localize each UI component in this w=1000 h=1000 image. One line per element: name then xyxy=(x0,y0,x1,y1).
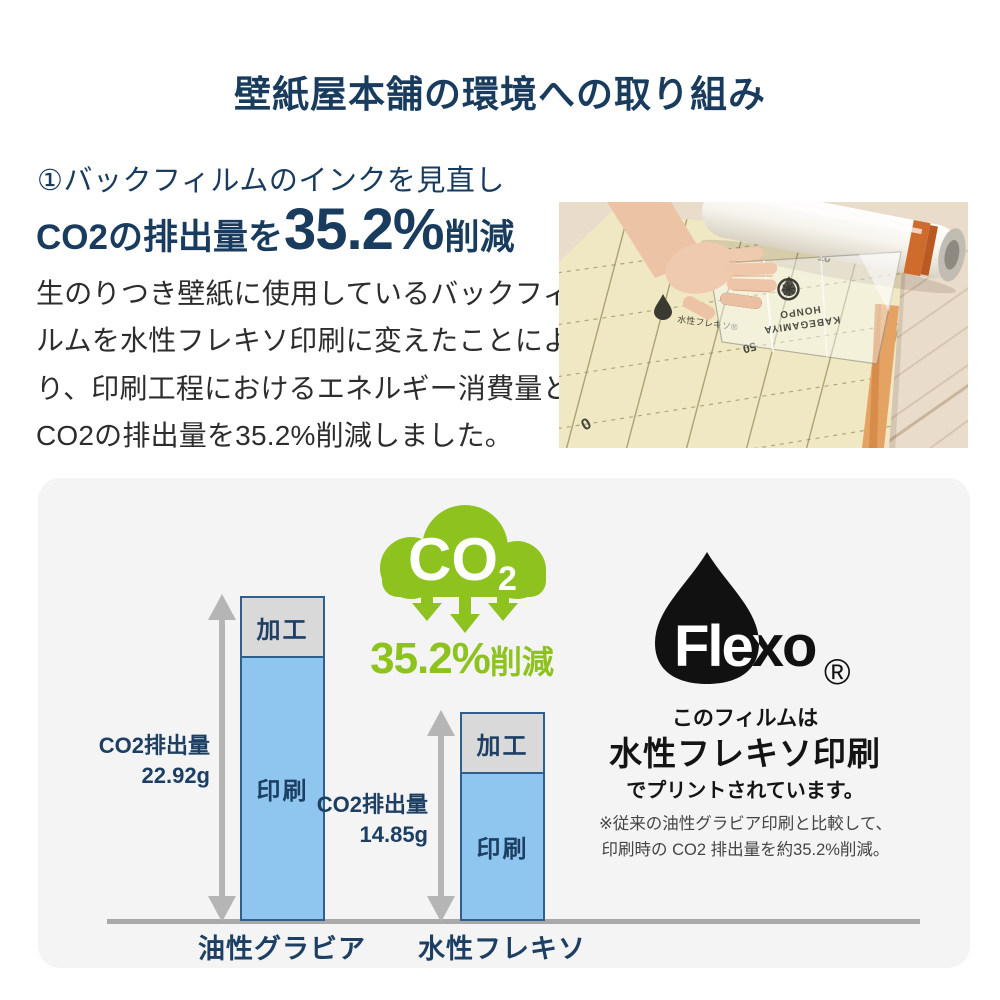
total-label: CO2排出量 xyxy=(316,792,428,817)
reduction-callout: 35.2% 削減 xyxy=(362,634,562,684)
flexo-logo: Flexo Flexo ® xyxy=(655,552,851,688)
intro-heading: ①バックフィルムのインクを見直し xyxy=(37,165,505,197)
co2-cloud-icon: CO 2 xyxy=(380,505,546,633)
bar2-printing-segment: 印刷 xyxy=(462,774,543,919)
flexo-footnote: ※従来の油性グラビア印刷と比較して、 印刷時の CO2 排出量を約35.2%削減… xyxy=(583,812,908,863)
highlight-value: 35.2% xyxy=(283,197,444,262)
bar1-printing-segment: 印刷 xyxy=(242,658,323,919)
segment-label: 加工 xyxy=(256,616,309,644)
bar1-total: CO2排出量 22.92g xyxy=(58,731,210,790)
co2-subscript: 2 xyxy=(498,560,517,598)
flexo-droplet xyxy=(655,552,759,684)
wallpaper-sheet xyxy=(559,212,904,448)
intro-highlight: CO2の排出量を 35.2% 削減 xyxy=(36,196,514,263)
bar-oil-gravure: 加工 印刷 xyxy=(240,596,325,921)
category-water-flexo: 水性フレキソ xyxy=(418,934,586,964)
product-photo: 水性フレキソ® 10 50 0 xyxy=(559,202,968,448)
flexo-caption-3: でプリントされています。 xyxy=(626,780,864,802)
hand xyxy=(607,202,778,320)
bar2-total: CO2排出量 14.85g xyxy=(276,790,428,849)
category-oil-gravure: 油性グラビア xyxy=(198,934,366,964)
svg-text:50: 50 xyxy=(741,339,758,356)
highlight-suffix: 削減 xyxy=(444,218,515,257)
reduction-value: 35.2% xyxy=(370,634,491,683)
total-label: CO2排出量 xyxy=(98,733,210,758)
infographic-panel: 加工 印刷 CO2排出量 22.92g 油性グラビア 加工 印刷 CO2排出 xyxy=(38,478,970,968)
bar2-processing-segment: 加工 xyxy=(462,714,543,774)
reduction-suffix: 削減 xyxy=(489,644,554,680)
page-title: 壁紙屋本舗の環境への取り組み xyxy=(234,74,766,115)
chart-baseline xyxy=(107,919,920,924)
intro-body-text: 生のりつき壁紙に使用しているバックフィルムを水性フレキソ印刷に変えたことにより、… xyxy=(36,278,572,451)
flexo-wordmark-inverse: Flexo xyxy=(674,614,816,679)
flexo-wordmark: Flexo xyxy=(674,614,816,679)
bar1-processing-segment: 加工 xyxy=(242,598,323,658)
registered-mark: ® xyxy=(824,651,851,688)
measure-arrow-2 xyxy=(427,710,455,922)
highlight-prefix: CO2の排出量を xyxy=(36,218,283,257)
photo-illustration: 水性フレキソ® 10 50 0 xyxy=(559,202,968,448)
segment-label: 印刷 xyxy=(476,836,529,863)
flexo-caption-1: このフィルムは xyxy=(671,707,819,730)
footnote-line-2: 印刷時の CO2 排出量を約35.2%削減。 xyxy=(601,840,890,859)
flexo-caption-2: 水性フレキソ印刷 xyxy=(609,735,881,772)
measure-arrow-1 xyxy=(208,594,236,922)
segment-label: 印刷 xyxy=(256,778,309,805)
segment-label: 加工 xyxy=(476,732,529,760)
bar-water-flexo: 加工 印刷 xyxy=(460,712,545,921)
co2-text: CO xyxy=(408,526,498,593)
total-value: 14.85g xyxy=(359,821,429,847)
total-value: 22.92g xyxy=(141,762,211,788)
footnote-line-1: ※従来の油性グラビア印刷と比較して、 xyxy=(598,815,892,833)
